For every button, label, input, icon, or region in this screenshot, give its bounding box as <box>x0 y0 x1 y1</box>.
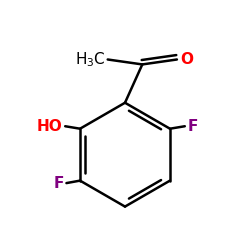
Text: F: F <box>54 176 64 190</box>
Text: HO: HO <box>37 119 63 134</box>
Text: $\mathregular{H_3C}$: $\mathregular{H_3C}$ <box>74 50 105 69</box>
Text: F: F <box>187 119 198 134</box>
Text: O: O <box>181 52 194 67</box>
